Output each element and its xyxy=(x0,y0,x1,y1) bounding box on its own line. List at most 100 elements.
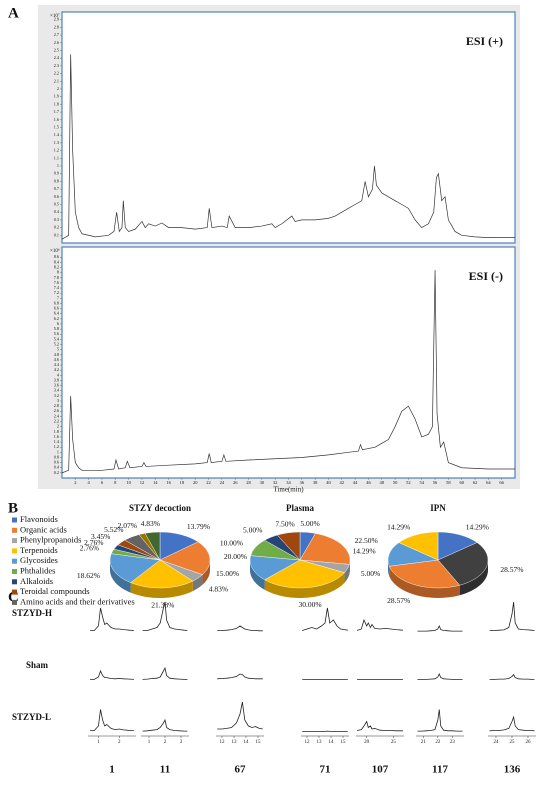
y-tick-label: 1.6 xyxy=(54,434,59,439)
chromatogram-line xyxy=(61,270,515,474)
x-tick-label: 60 xyxy=(459,480,464,485)
y-tick-label: 0.2 xyxy=(54,470,59,475)
pie-value-label: 14.29% xyxy=(466,522,489,531)
pie-side-shade xyxy=(459,560,488,596)
pie-slice xyxy=(299,533,351,565)
pie-title: IPN xyxy=(430,503,446,513)
y-tick-label: 3 xyxy=(57,398,59,403)
x-tick-label: 42 xyxy=(340,480,345,485)
x-tick-label: 28 xyxy=(246,480,251,485)
y-tick-label: 6.6 xyxy=(54,306,59,311)
compound-label: 136 xyxy=(504,764,521,776)
y-tick-label: 2.6 xyxy=(54,408,59,413)
y-tick-label: 8.6 xyxy=(54,254,59,259)
x-tick-label: 34 xyxy=(286,480,291,485)
y-tick-label: 4.2 xyxy=(54,367,59,372)
x-tick-label: 2 xyxy=(118,740,121,745)
panel-label: A xyxy=(8,5,19,21)
trace-line xyxy=(90,607,134,631)
x-tick-label: 6 xyxy=(101,480,104,485)
pie-slice xyxy=(264,559,345,589)
y-tick-label: 2.2 xyxy=(54,419,59,424)
pie-slice xyxy=(144,531,161,561)
x-tick-label: 48 xyxy=(380,480,385,485)
x-tick-label: 1 xyxy=(148,740,151,745)
pie-slice xyxy=(109,553,161,583)
pie-value-label: 28.57% xyxy=(387,596,410,605)
y-tick-label: 7.2 xyxy=(54,290,59,295)
pie-side-shade xyxy=(344,564,350,583)
x-tick-label: 14 xyxy=(153,480,158,485)
pie-side-shade xyxy=(202,560,210,585)
y-tick-label: 5.2 xyxy=(54,342,59,347)
trace-line xyxy=(217,701,263,730)
pie-side xyxy=(130,581,193,599)
pie-side xyxy=(388,560,390,577)
trace-line xyxy=(217,625,263,632)
legend-label: Phthalides xyxy=(20,565,55,575)
y-tick-label: 1 xyxy=(57,163,59,168)
trace-line xyxy=(217,673,263,680)
y-tick-label: 1.4 xyxy=(54,132,60,137)
legend-label: Flavonoids xyxy=(20,514,58,524)
y-tick-label: 3.4 xyxy=(54,388,60,393)
y-tick-label: 6.4 xyxy=(54,311,60,316)
y-tick-label: 7.8 xyxy=(54,275,59,280)
x-tick-label: 25 xyxy=(510,740,516,745)
y-tick-label: 1.2 xyxy=(54,148,59,153)
y-tick-label: 6 xyxy=(57,321,59,326)
x-tick-label: 56 xyxy=(433,480,438,485)
y-tick-label: 3.6 xyxy=(54,383,59,388)
pie-value-label: 2.76% xyxy=(80,544,99,553)
y-tick-label: 2.4 xyxy=(54,55,60,60)
x-tick-label: 12 xyxy=(305,740,311,745)
pie-side xyxy=(349,560,350,575)
legend-label: Organic acids xyxy=(20,524,67,534)
pie-slice xyxy=(437,542,489,586)
x-tick-label: 14 xyxy=(244,740,250,745)
x-tick-label: 14 xyxy=(329,740,335,745)
y-tick-label: 5.4 xyxy=(54,336,60,341)
y-tick-label: 2.6 xyxy=(54,40,59,45)
trace-line xyxy=(142,718,188,732)
x-tick-label: 30 xyxy=(260,480,265,485)
y-tick-label: 7.4 xyxy=(54,285,60,290)
legend-label: Amino acids and their derivatives xyxy=(20,596,135,606)
y-tick-label: 0.4 xyxy=(54,209,60,214)
trace-line xyxy=(142,601,188,631)
pie-slice xyxy=(398,531,439,561)
pie-value-label: 2.07% xyxy=(118,521,137,530)
pie-value-label: 4.83% xyxy=(209,584,228,593)
y-tick-label: 2.4 xyxy=(54,413,60,418)
y-tick-label: 2.1 xyxy=(54,78,59,83)
pie-value-label: 18.62% xyxy=(77,571,100,580)
pie-side xyxy=(459,560,488,596)
y-tick-label: 5 xyxy=(57,347,59,352)
pie-value-label: 10.00% xyxy=(220,538,243,547)
x-tick-label: 2 xyxy=(74,480,76,485)
pie-value-label: 15.00% xyxy=(216,569,239,578)
pie-value-label: 21.38% xyxy=(151,601,174,610)
y-tick-label: 1.6 xyxy=(54,117,59,122)
x-tick-label: 2 xyxy=(164,740,167,745)
pie-slice xyxy=(130,559,194,589)
y-tick-label: 2.5 xyxy=(54,47,59,52)
y-tick-label: 2.9 xyxy=(54,17,59,22)
y-multiplier: ×10⁷ xyxy=(50,13,60,19)
y-tick-label: 0.2 xyxy=(54,225,59,230)
x-tick-label: 15 xyxy=(256,740,262,745)
pie-value-label: 2.76% xyxy=(84,538,103,547)
compound-label: 67 xyxy=(235,764,247,776)
y-tick-label: 0.3 xyxy=(54,217,59,222)
pie-side-shade xyxy=(192,574,203,592)
pie-slice xyxy=(276,531,301,561)
legend-label: Teroidal compounds xyxy=(20,586,90,596)
legend-swatch xyxy=(12,558,17,564)
y-tick-label: 1 xyxy=(57,449,59,454)
legend-swatch xyxy=(12,569,17,574)
pie-value-label: 14.29% xyxy=(387,522,410,531)
legend-swatch xyxy=(12,599,17,605)
y-tick-label: 0.5 xyxy=(54,201,59,206)
x-tick-label: 64 xyxy=(486,480,491,485)
